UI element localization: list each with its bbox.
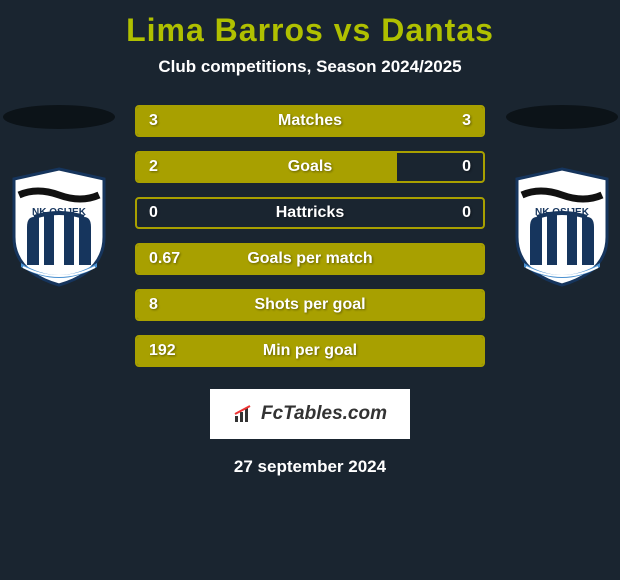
stat-label: Goals per match (207, 250, 413, 268)
right-side: NK OSIJEK (503, 105, 620, 287)
page-title: Lima Barros vs Dantas (0, 0, 620, 57)
fctables-badge: FcTables.com (210, 389, 410, 439)
subtitle: Club competitions, Season 2024/2025 (0, 57, 620, 77)
stat-label: Matches (207, 112, 413, 130)
shield-icon: NK OSIJEK (9, 167, 109, 287)
chart-icon (233, 404, 255, 424)
left-crest: NK OSIJEK (9, 167, 109, 287)
stats-column: 3 Matches 3 2 Goals 0 0 Hattricks 0 (135, 105, 485, 367)
date: 27 september 2024 (0, 457, 620, 477)
stat-right-value: 0 (413, 158, 483, 176)
stat-right-value: 3 (413, 112, 483, 130)
left-ellipse (3, 105, 115, 129)
stat-left-value: 2 (137, 158, 207, 176)
stat-row: 8 Shots per goal (135, 289, 485, 321)
stat-label: Shots per goal (207, 296, 413, 314)
right-crest: NK OSIJEK (512, 167, 612, 287)
shield-icon: NK OSIJEK (512, 167, 612, 287)
left-side: NK OSIJEK (0, 105, 117, 287)
stat-label: Min per goal (207, 342, 413, 360)
stat-left-value: 3 (137, 112, 207, 130)
stat-left-value: 0.67 (137, 250, 207, 268)
stat-row: 3 Matches 3 (135, 105, 485, 137)
stat-label: Goals (207, 158, 413, 176)
fctables-label: FcTables.com (261, 403, 387, 425)
stat-row: 0 Hattricks 0 (135, 197, 485, 229)
stat-row: 192 Min per goal (135, 335, 485, 367)
main: NK OSIJEK 3 Matches 3 (0, 105, 620, 367)
stat-label: Hattricks (207, 204, 413, 222)
stat-right-value: 0 (413, 204, 483, 222)
stat-left-value: 8 (137, 296, 207, 314)
right-ellipse (506, 105, 618, 129)
stat-row: 0.67 Goals per match (135, 243, 485, 275)
stat-left-value: 192 (137, 342, 207, 360)
stat-left-value: 0 (137, 204, 207, 222)
stat-row: 2 Goals 0 (135, 151, 485, 183)
